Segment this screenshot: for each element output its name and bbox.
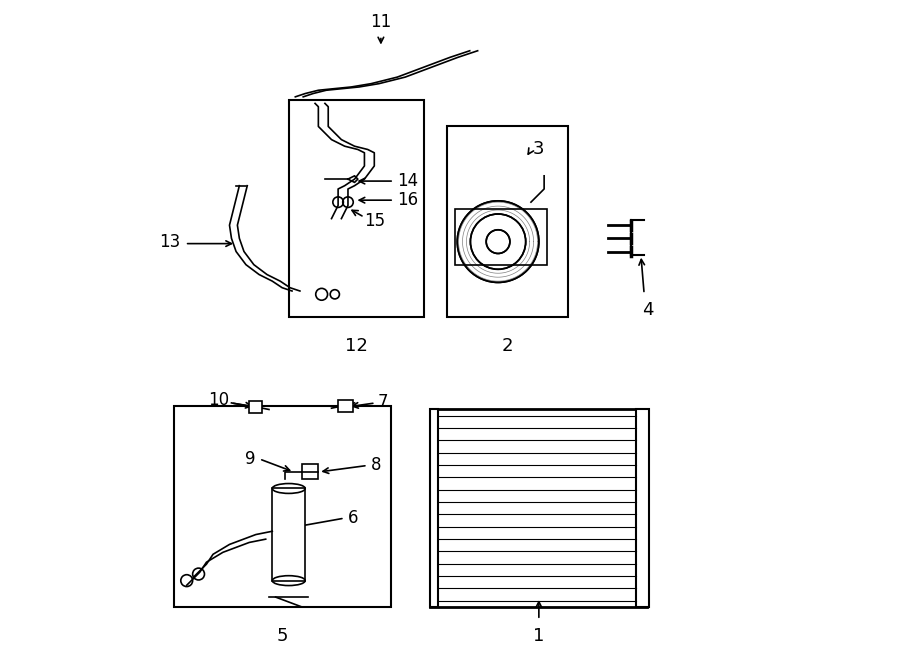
Bar	[289, 100, 424, 317]
Text: 12: 12	[345, 337, 367, 355]
Text: 1: 1	[533, 627, 544, 644]
Bar	[249, 401, 263, 412]
Bar	[455, 209, 547, 264]
Text: 13: 13	[159, 233, 180, 251]
Bar	[338, 401, 353, 412]
Bar	[302, 464, 319, 479]
Text: 3: 3	[532, 141, 544, 159]
Bar	[635, 409, 649, 607]
Text: 5: 5	[276, 627, 288, 644]
Text: 10: 10	[209, 391, 230, 408]
Bar	[174, 407, 391, 607]
Text: 15: 15	[364, 212, 385, 229]
Bar	[430, 409, 647, 607]
Text: 14: 14	[397, 172, 418, 190]
Bar	[446, 126, 569, 317]
Text: 9: 9	[246, 450, 256, 468]
Text: 2: 2	[502, 337, 513, 355]
Text: 11: 11	[370, 13, 392, 31]
Text: 4: 4	[642, 301, 653, 319]
Text: 16: 16	[397, 191, 418, 209]
Text: 7: 7	[378, 393, 388, 410]
Bar	[273, 488, 305, 580]
Text: 6: 6	[348, 509, 358, 527]
Bar	[430, 409, 438, 607]
Text: 8: 8	[371, 457, 382, 475]
